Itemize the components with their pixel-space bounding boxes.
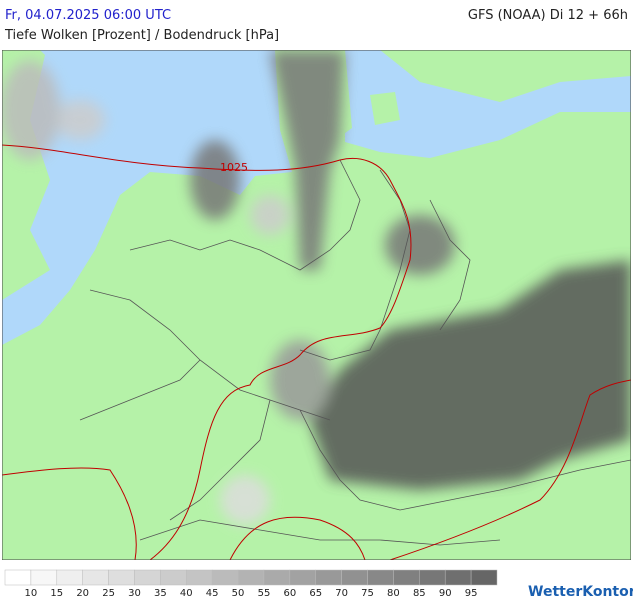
legend-label: 35 (154, 588, 167, 599)
color-legend: 10 15 20 25 30 35 40 45 50 55 60 65 70 75 80 85 90 95 (4, 569, 498, 599)
legend-label: 45 (206, 588, 219, 599)
legend-label: 95 (465, 588, 478, 599)
datetime: Fr, 04.07.2025 06:00 UTC (5, 8, 171, 23)
legend-box (186, 569, 213, 586)
legend-label: 15 (50, 588, 63, 599)
legend-box (367, 569, 394, 586)
legend-box (4, 569, 32, 586)
legend-label: 55 (258, 588, 271, 599)
legend-label: 65 (309, 588, 322, 599)
isobar-label: 1025 (220, 161, 248, 174)
legend-label: 50 (232, 588, 245, 599)
legend-label: 40 (180, 588, 193, 599)
legend-label: 85 (413, 588, 426, 599)
legend-box (289, 569, 316, 586)
legend-box (470, 569, 498, 586)
legend-label: 25 (102, 588, 115, 599)
legend-label: 90 (439, 588, 452, 599)
legend-label: 75 (361, 588, 374, 599)
model: GFS (NOAA) Di 12 + 66h (468, 8, 628, 23)
legend-label: 70 (335, 588, 348, 599)
legend-box (263, 569, 291, 586)
legend-box (393, 569, 420, 586)
legend-box (237, 569, 265, 586)
legend-box (315, 569, 342, 586)
legend-label: 20 (76, 588, 89, 599)
legend-label: 80 (387, 588, 400, 599)
legend-box (419, 569, 446, 586)
legend-box (108, 569, 135, 586)
legend-label: 30 (128, 588, 141, 599)
legend-box (160, 569, 187, 586)
legend-box (56, 569, 83, 586)
legend-box (82, 569, 109, 586)
legend-box (30, 569, 58, 586)
legend-label: 10 (25, 588, 38, 599)
legend-box (211, 569, 239, 586)
legend-box (134, 569, 161, 586)
legend-box (341, 569, 368, 586)
logo: WetterKontor (528, 584, 633, 600)
legend-label: 60 (283, 588, 296, 599)
subtitle: Tiefe Wolken [Prozent] / Bodendruck [hPa… (4, 28, 279, 43)
map (2, 50, 631, 560)
legend-box (444, 569, 472, 586)
